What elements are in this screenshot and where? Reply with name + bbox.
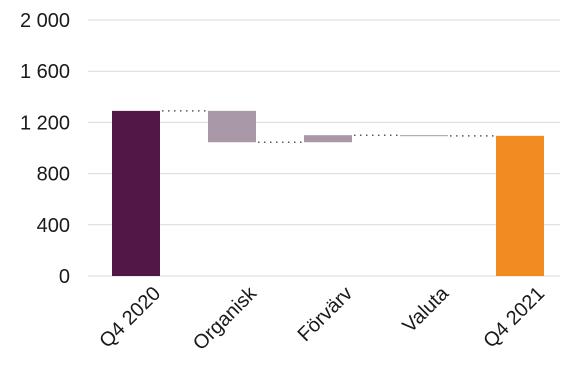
x-tick-label: Q4 2020 xyxy=(95,283,165,353)
x-axis-tick-labels: Q4 2020 Organisk Förvärv Valuta Q4 2021 xyxy=(95,282,549,355)
bar-q4-2021 xyxy=(496,135,544,276)
y-tick-label: 1 600 xyxy=(20,61,70,83)
x-tick-label: Valuta xyxy=(399,282,454,337)
x-tick-label: Organisk xyxy=(189,282,262,355)
bars xyxy=(112,110,544,276)
bar-organisk xyxy=(208,110,256,143)
y-tick-label: 1 200 xyxy=(20,112,70,134)
y-tick-label: 400 xyxy=(37,215,70,237)
gridlines xyxy=(88,19,560,277)
bar-förvärv xyxy=(304,135,352,143)
bar-q4-2020 xyxy=(112,110,160,276)
y-axis-tick-labels: 0 400 800 1 200 1 600 2 000 xyxy=(20,10,70,288)
bar-valuta xyxy=(400,135,448,137)
x-tick-label: Förvärv xyxy=(294,283,357,346)
y-tick-label: 2 000 xyxy=(20,10,70,32)
connectors xyxy=(162,110,494,143)
y-tick-label: 800 xyxy=(37,164,70,186)
x-tick-label: Q4 2021 xyxy=(479,283,549,353)
y-tick-label: 0 xyxy=(59,266,70,288)
